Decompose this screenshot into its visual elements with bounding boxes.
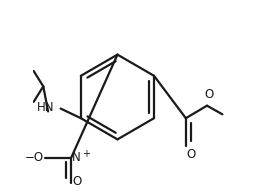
Text: HN: HN (36, 100, 54, 113)
Text: +: + (82, 149, 90, 159)
Text: N: N (72, 151, 81, 164)
Text: O: O (72, 175, 81, 188)
Text: O: O (205, 88, 214, 101)
Text: −O: −O (25, 151, 44, 164)
Text: O: O (186, 148, 195, 161)
